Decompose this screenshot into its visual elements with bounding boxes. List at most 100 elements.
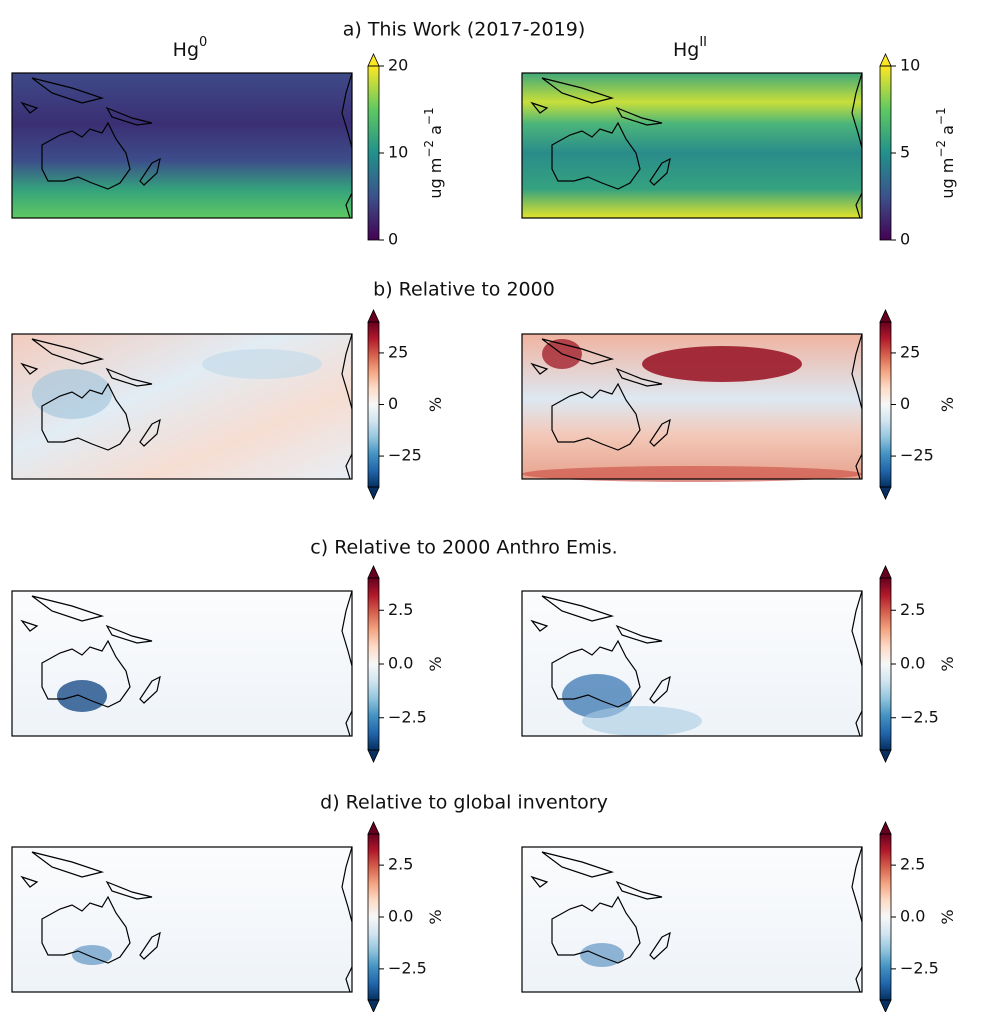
colorbar-tick-label: −2.5 (388, 958, 427, 977)
coastline (41, 121, 131, 190)
colorbar-label-part: % (938, 909, 957, 924)
map-field (12, 73, 352, 218)
colorbar-label: ug m−2 a−1 (934, 107, 957, 198)
row-title: a) This Work (2017-2019) (343, 19, 586, 41)
coastline (20, 338, 161, 447)
colorbar-label-part: −2 (422, 140, 436, 158)
map-frame (521, 846, 863, 993)
colorbar-tick-label: 10 (388, 143, 408, 162)
map-field (12, 591, 352, 736)
colorbar-tick-label: 2.5 (900, 600, 925, 619)
colorbar-tick-label: 20 (388, 56, 408, 75)
map-field (522, 73, 862, 218)
coastline (530, 595, 671, 704)
colorbar-label-part: −1 (422, 107, 436, 125)
map-frame (11, 72, 353, 219)
coastline (341, 846, 353, 993)
map-frame (11, 590, 353, 737)
colorbar-label-part: % (426, 656, 445, 671)
colorbar-label-part: a (938, 125, 957, 140)
coastline (41, 639, 131, 708)
map-frame (521, 72, 863, 219)
colorbar-extend (879, 486, 892, 500)
column-header-sup: II (699, 35, 707, 50)
column-header: HgII (673, 35, 707, 61)
colorbar-tick-label: 0.0 (900, 907, 925, 926)
map-frame (11, 846, 353, 993)
colorbar (880, 322, 891, 487)
coastline (20, 595, 161, 704)
map-field (12, 847, 352, 992)
colorbar-tick-label: 2.5 (388, 855, 413, 874)
coastline (851, 333, 863, 480)
colorbar-tick-label: 0 (900, 394, 910, 413)
colorbar-tick-label: −25 (388, 446, 422, 465)
colorbar-extend (367, 749, 380, 763)
coastline (341, 72, 353, 219)
colorbar-tick-label: −2.5 (900, 707, 939, 726)
colorbar (368, 66, 379, 240)
column-header-base: Hg (673, 39, 699, 61)
colorbar-label-part: −1 (934, 107, 948, 125)
colorbar-label-part: a (426, 125, 445, 140)
colorbar-extend (367, 565, 380, 579)
colorbar-extend (879, 565, 892, 579)
colorbar-tick-label: 0.0 (900, 654, 925, 673)
coastline (20, 851, 161, 960)
coastline (551, 382, 641, 451)
colorbar-tick-label: −2.5 (388, 707, 427, 726)
coastline (20, 77, 161, 186)
colorbar-extend (879, 999, 892, 1012)
coastline (530, 851, 671, 960)
map-panel (521, 72, 863, 219)
map-field (522, 847, 862, 992)
map-feature (32, 369, 112, 419)
colorbar-extend (367, 486, 380, 500)
colorbar-label-part: % (426, 397, 445, 412)
colorbar-label: % (426, 397, 445, 412)
map-frame (521, 333, 863, 480)
colorbar (368, 322, 379, 487)
colorbar-tick-label: −2.5 (900, 958, 939, 977)
coastline (551, 121, 641, 190)
colorbar-label: % (426, 656, 445, 671)
colorbar-tick-label: 0.0 (388, 654, 413, 673)
colorbar-tick-label: 10 (900, 56, 920, 75)
colorbar-extend (879, 821, 892, 835)
column-header-base: Hg (173, 39, 199, 61)
colorbar-extend (879, 53, 892, 67)
map-panel (11, 846, 353, 993)
colorbar-extend (367, 999, 380, 1012)
colorbar-label-part: −2 (934, 140, 948, 158)
colorbar-label-part: % (938, 397, 957, 412)
colorbar-tick-label: 25 (900, 342, 920, 361)
coastline (851, 590, 863, 737)
coastline (530, 77, 671, 186)
coastline (551, 895, 641, 964)
coastline (530, 338, 671, 447)
map-panel (521, 333, 863, 482)
row-title: c) Relative to 2000 Anthro Emis. (310, 537, 617, 559)
coastline (341, 333, 353, 480)
colorbar (880, 834, 891, 1000)
map-feature (57, 680, 107, 712)
map-panel (11, 72, 353, 219)
colorbar-label: % (426, 909, 445, 924)
map-panel (521, 590, 863, 737)
colorbar-extend (367, 821, 380, 835)
colorbar-tick-label: 0 (388, 230, 398, 249)
colorbar-tick-label: 25 (388, 342, 408, 361)
colorbar-label: % (938, 656, 957, 671)
row-title: d) Relative to global inventory (320, 792, 608, 814)
colorbar-extend (879, 749, 892, 763)
map-feature (202, 349, 322, 379)
coastline (851, 72, 863, 219)
colorbar (880, 578, 891, 750)
map-frame (521, 590, 863, 737)
map-panel (521, 846, 863, 993)
map-feature (562, 674, 632, 718)
colorbar-label: % (938, 909, 957, 924)
map-panel (11, 590, 353, 737)
column-header: Hg0 (173, 35, 208, 61)
